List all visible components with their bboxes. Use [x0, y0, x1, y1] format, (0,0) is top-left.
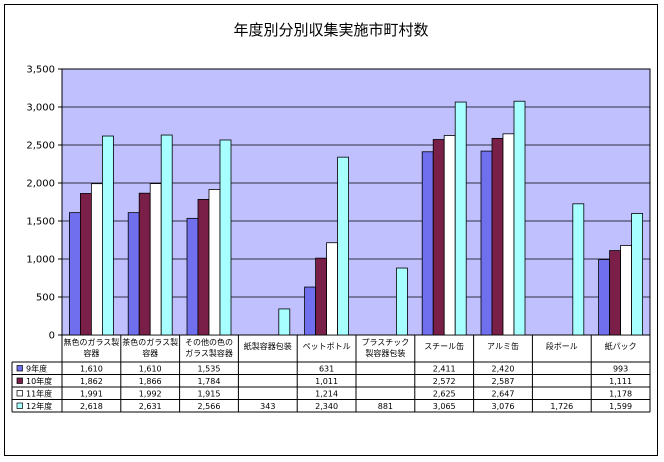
y-tick-label: 2,000 — [26, 179, 55, 190]
legend-swatch — [16, 390, 23, 397]
legend-label: 9年度 — [26, 364, 47, 374]
data-label: 1,214 — [315, 390, 338, 399]
bar — [491, 137, 504, 336]
data-label: 2,618 — [80, 402, 103, 411]
category-label: 段ボール — [546, 341, 578, 351]
data-label: 631 — [319, 365, 334, 374]
bar-chart: 年度別分別収集実施市町村数 0 500 1,000 1,500 2,000 2,500 3,… — [11, 21, 651, 413]
bar — [598, 259, 610, 336]
data-label: 2,647 — [492, 390, 515, 399]
data-label: 2,587 — [492, 377, 515, 386]
y-tick-label: 500 — [36, 293, 55, 304]
bar — [572, 203, 585, 336]
chart-frame: 年度別分別収集実施市町村数 0 500 1,000 1,500 2,000 2,500 3,… — [4, 4, 658, 456]
category-label: 無色のガラス製 — [63, 337, 119, 347]
y-tick-label: 1,000 — [26, 255, 55, 266]
bar — [631, 213, 643, 336]
data-label: 1,535 — [198, 365, 221, 374]
data-label: 2,625 — [433, 390, 456, 399]
data-label: 1,011 — [315, 377, 338, 386]
bar — [102, 135, 114, 336]
legend-label: 12年度 — [26, 401, 52, 411]
bar — [609, 250, 621, 336]
data-label: 1,111 — [609, 377, 632, 386]
bar — [326, 242, 339, 336]
bar — [208, 189, 221, 336]
legend-swatch — [16, 402, 23, 409]
category-label: 紙パック — [605, 341, 637, 351]
legend-swatch — [16, 365, 23, 372]
bar — [138, 192, 151, 336]
bar — [432, 139, 445, 336]
data-label: 343 — [260, 402, 275, 411]
data-label: 2,411 — [433, 365, 456, 374]
data-label: 993 — [613, 365, 628, 374]
data-label: 2,572 — [433, 377, 456, 386]
bar — [443, 135, 456, 336]
bar — [160, 134, 173, 336]
bar — [69, 212, 81, 336]
bar — [480, 150, 493, 336]
data-label: 1,915 — [198, 390, 221, 399]
bar — [278, 308, 291, 336]
category-label: アルミ缶 — [487, 341, 519, 351]
category-label: 茶色のガラス製 — [122, 337, 178, 347]
data-label: 3,076 — [492, 402, 515, 411]
data-label: 881 — [378, 402, 393, 411]
bar — [127, 212, 140, 336]
y-tick-label: 1,500 — [26, 217, 55, 228]
data-label: 2,566 — [198, 402, 221, 411]
bar — [91, 183, 103, 336]
y-tick-label: 2,500 — [26, 141, 55, 152]
bar — [513, 100, 526, 336]
category-label: 容器 — [83, 348, 99, 358]
data-label: 1,866 — [139, 377, 162, 386]
category-label: 紙製容器包装 — [244, 341, 292, 351]
bar — [315, 257, 328, 336]
bar — [197, 199, 210, 336]
bar — [186, 217, 199, 336]
data-label: 2,340 — [315, 402, 338, 411]
bar — [149, 183, 162, 336]
category-label: 容器 — [142, 348, 158, 358]
bar — [337, 156, 350, 336]
legend-label: 10年度 — [26, 376, 52, 386]
bar — [80, 193, 92, 336]
data-label: 1,610 — [80, 365, 103, 374]
y-tick-label: 3,000 — [26, 103, 55, 114]
data-label: 1,178 — [609, 390, 632, 399]
category-label: スチール缶 — [424, 341, 464, 351]
chart-title: 年度別分別収集実施市町村数 — [233, 21, 428, 39]
data-label: 2,631 — [139, 402, 162, 411]
bar — [304, 286, 317, 336]
bar — [454, 101, 467, 336]
category-label: その他の色の — [185, 337, 233, 347]
plot-area — [61, 68, 651, 336]
bar — [620, 245, 632, 336]
y-tick-label: 0 — [49, 331, 55, 342]
data-label: 1,610 — [139, 365, 162, 374]
bar — [395, 267, 408, 336]
data-label: 1,784 — [198, 377, 221, 386]
data-label: 2,420 — [492, 365, 515, 374]
y-axis: 0 500 1,000 1,500 2,000 2,500 3,000 3,500 — [26, 65, 62, 342]
data-label: 1,991 — [80, 390, 103, 399]
legend-label: 11年度 — [26, 389, 52, 399]
y-tick-label: 3,500 — [26, 65, 55, 76]
bar — [421, 151, 434, 336]
category-label: ペットボトル — [303, 342, 351, 351]
category-label: プラスチック — [361, 338, 409, 347]
data-label: 1,992 — [139, 390, 162, 399]
bar — [219, 139, 232, 336]
data-label: 1,599 — [609, 402, 632, 411]
data-label: 1,862 — [80, 377, 103, 386]
legend-swatch — [16, 377, 23, 384]
category-label: 製容器包装 — [365, 348, 405, 358]
bar — [502, 133, 515, 336]
data-label: 3,065 — [433, 402, 456, 411]
data-label: 1,726 — [550, 402, 573, 411]
category-label: ガラス製容器 — [185, 348, 233, 358]
